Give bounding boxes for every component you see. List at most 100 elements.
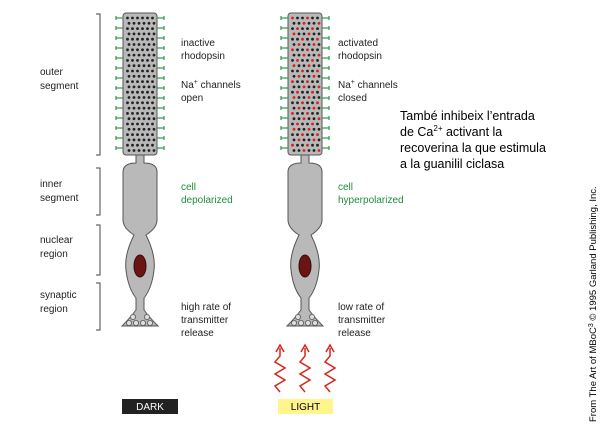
light-ray [298, 348, 312, 393]
rhodopsin-dot [146, 143, 149, 147]
rhodopsin-dot [132, 53, 136, 57]
rhodopsin-dot [312, 149, 316, 152]
rhodopsin-dot [147, 85, 151, 89]
rhodopsin-dot [151, 59, 154, 62]
rhodopsin-dot [127, 32, 131, 36]
light-box [278, 399, 333, 414]
charge: + [194, 79, 198, 86]
nucleus [298, 254, 312, 278]
rhodopsin-dot [311, 59, 314, 62]
rhodopsin-dot [147, 74, 151, 78]
rhodopsin-dot [297, 64, 301, 68]
rhodopsin-dot [141, 48, 144, 52]
rhodopsin-dot [132, 117, 136, 121]
rhodopsin-dot [136, 133, 139, 137]
rhodopsin-dot [296, 16, 299, 20]
rhodopsin-dot [297, 106, 301, 110]
rhodopsin-dot [136, 69, 139, 73]
rhodopsin-dot [146, 101, 149, 105]
note-line: També inhibeix l’entrada [400, 109, 535, 123]
rhodopsin-dot [307, 106, 311, 110]
rhodopsin-dot [297, 138, 301, 142]
rhodopsin-dot [126, 37, 129, 41]
rhodopsin-dot [296, 90, 299, 94]
rhodopsin-dot [136, 48, 139, 52]
rhodopsin-dot [137, 85, 141, 89]
rhodopsin-dot [292, 64, 296, 68]
rhodopsin-dot [291, 59, 294, 62]
rhodopsin-dot [312, 106, 316, 110]
rhodopsin-dot [302, 106, 306, 110]
rhodopsin-dot [317, 74, 321, 78]
rhodopsin-dot [127, 96, 131, 99]
rhodopsin-dot [126, 27, 129, 30]
rhodopsin-dot [317, 85, 321, 89]
rhodopsin-dot [146, 90, 149, 94]
rhodopsin-dot [142, 149, 146, 152]
vesicle [294, 313, 301, 320]
rhodopsin-dot [292, 106, 296, 110]
rhodopsin-dot [311, 69, 314, 73]
rhodopsin-dot [307, 64, 311, 68]
rhodopsin-dot [296, 37, 299, 41]
rhodopsin-dot [306, 27, 309, 30]
rhodopsin-dot [316, 37, 319, 41]
rhodopsin-dot [311, 133, 314, 137]
rhodopsin-dot [306, 69, 309, 73]
rhodopsin-dot [312, 74, 316, 78]
rhodopsin-dot [312, 96, 316, 99]
rhodopsin-dot [137, 149, 141, 152]
rhodopsin-dot [307, 85, 311, 89]
rhodopsin-dot [317, 149, 321, 152]
rhodopsin-dot [291, 90, 294, 94]
rhodopsin-dot [127, 85, 131, 89]
rhodopsin-dot [316, 101, 319, 105]
rhodopsin-dot [291, 101, 294, 105]
region-label: synaptic [40, 290, 77, 301]
rhodopsin-dot [127, 127, 131, 131]
rhodopsin-dot [131, 48, 134, 52]
rhodopsin-dot [306, 48, 309, 52]
rhodopsin-dot [127, 53, 131, 57]
rhodopsin-dot [142, 21, 146, 25]
rhodopsin-dot [126, 80, 129, 83]
rhodopsin-dot [132, 96, 136, 99]
rhodopsin-dot [296, 69, 299, 73]
rhodopsin-dot [152, 96, 156, 99]
release-label: transmitter [181, 315, 229, 326]
rhodopsin-dot [136, 122, 139, 126]
rhodopsin-dot [142, 53, 146, 57]
rhodopsin-dot [291, 80, 294, 83]
rhodopsin-dot [302, 85, 306, 89]
channel-text: channels [355, 80, 398, 91]
vesicle [129, 313, 136, 320]
rhodopsin-dot [301, 37, 304, 41]
rhodopsin-dot [126, 112, 129, 115]
rhodopsin-dot [292, 96, 296, 99]
rhodopsin-dot [131, 27, 134, 30]
rhodopsin-dot [132, 149, 136, 152]
rhodopsin-dot [297, 127, 301, 131]
vesicle [297, 319, 304, 326]
rhodopsin-dot [126, 133, 129, 137]
rhodopsin-dot [132, 138, 136, 142]
rhodopsin-dot [317, 106, 321, 110]
rhodopsin-dot [311, 48, 314, 52]
rhodopsin-dot [292, 74, 296, 78]
rhodopsin-dot [311, 80, 314, 83]
rhodopsin-dot [142, 32, 146, 36]
rhodopsin-dot [147, 127, 151, 131]
rhodopsin-dot [302, 53, 306, 57]
rhodopsin-dot [136, 112, 139, 115]
note-text: de [400, 125, 417, 139]
arrow-head [300, 343, 310, 353]
rhodopsin-dot [127, 74, 131, 78]
rhodopsin-dot [292, 138, 296, 142]
light-ray [323, 348, 337, 393]
rhodopsin-dot [127, 43, 131, 46]
rhodopsin-dot [142, 64, 146, 68]
photoreceptor [280, 12, 330, 327]
channel-label: Na+ channels [181, 79, 241, 91]
rhodopsin-dot [291, 48, 294, 52]
charge: + [351, 79, 355, 86]
